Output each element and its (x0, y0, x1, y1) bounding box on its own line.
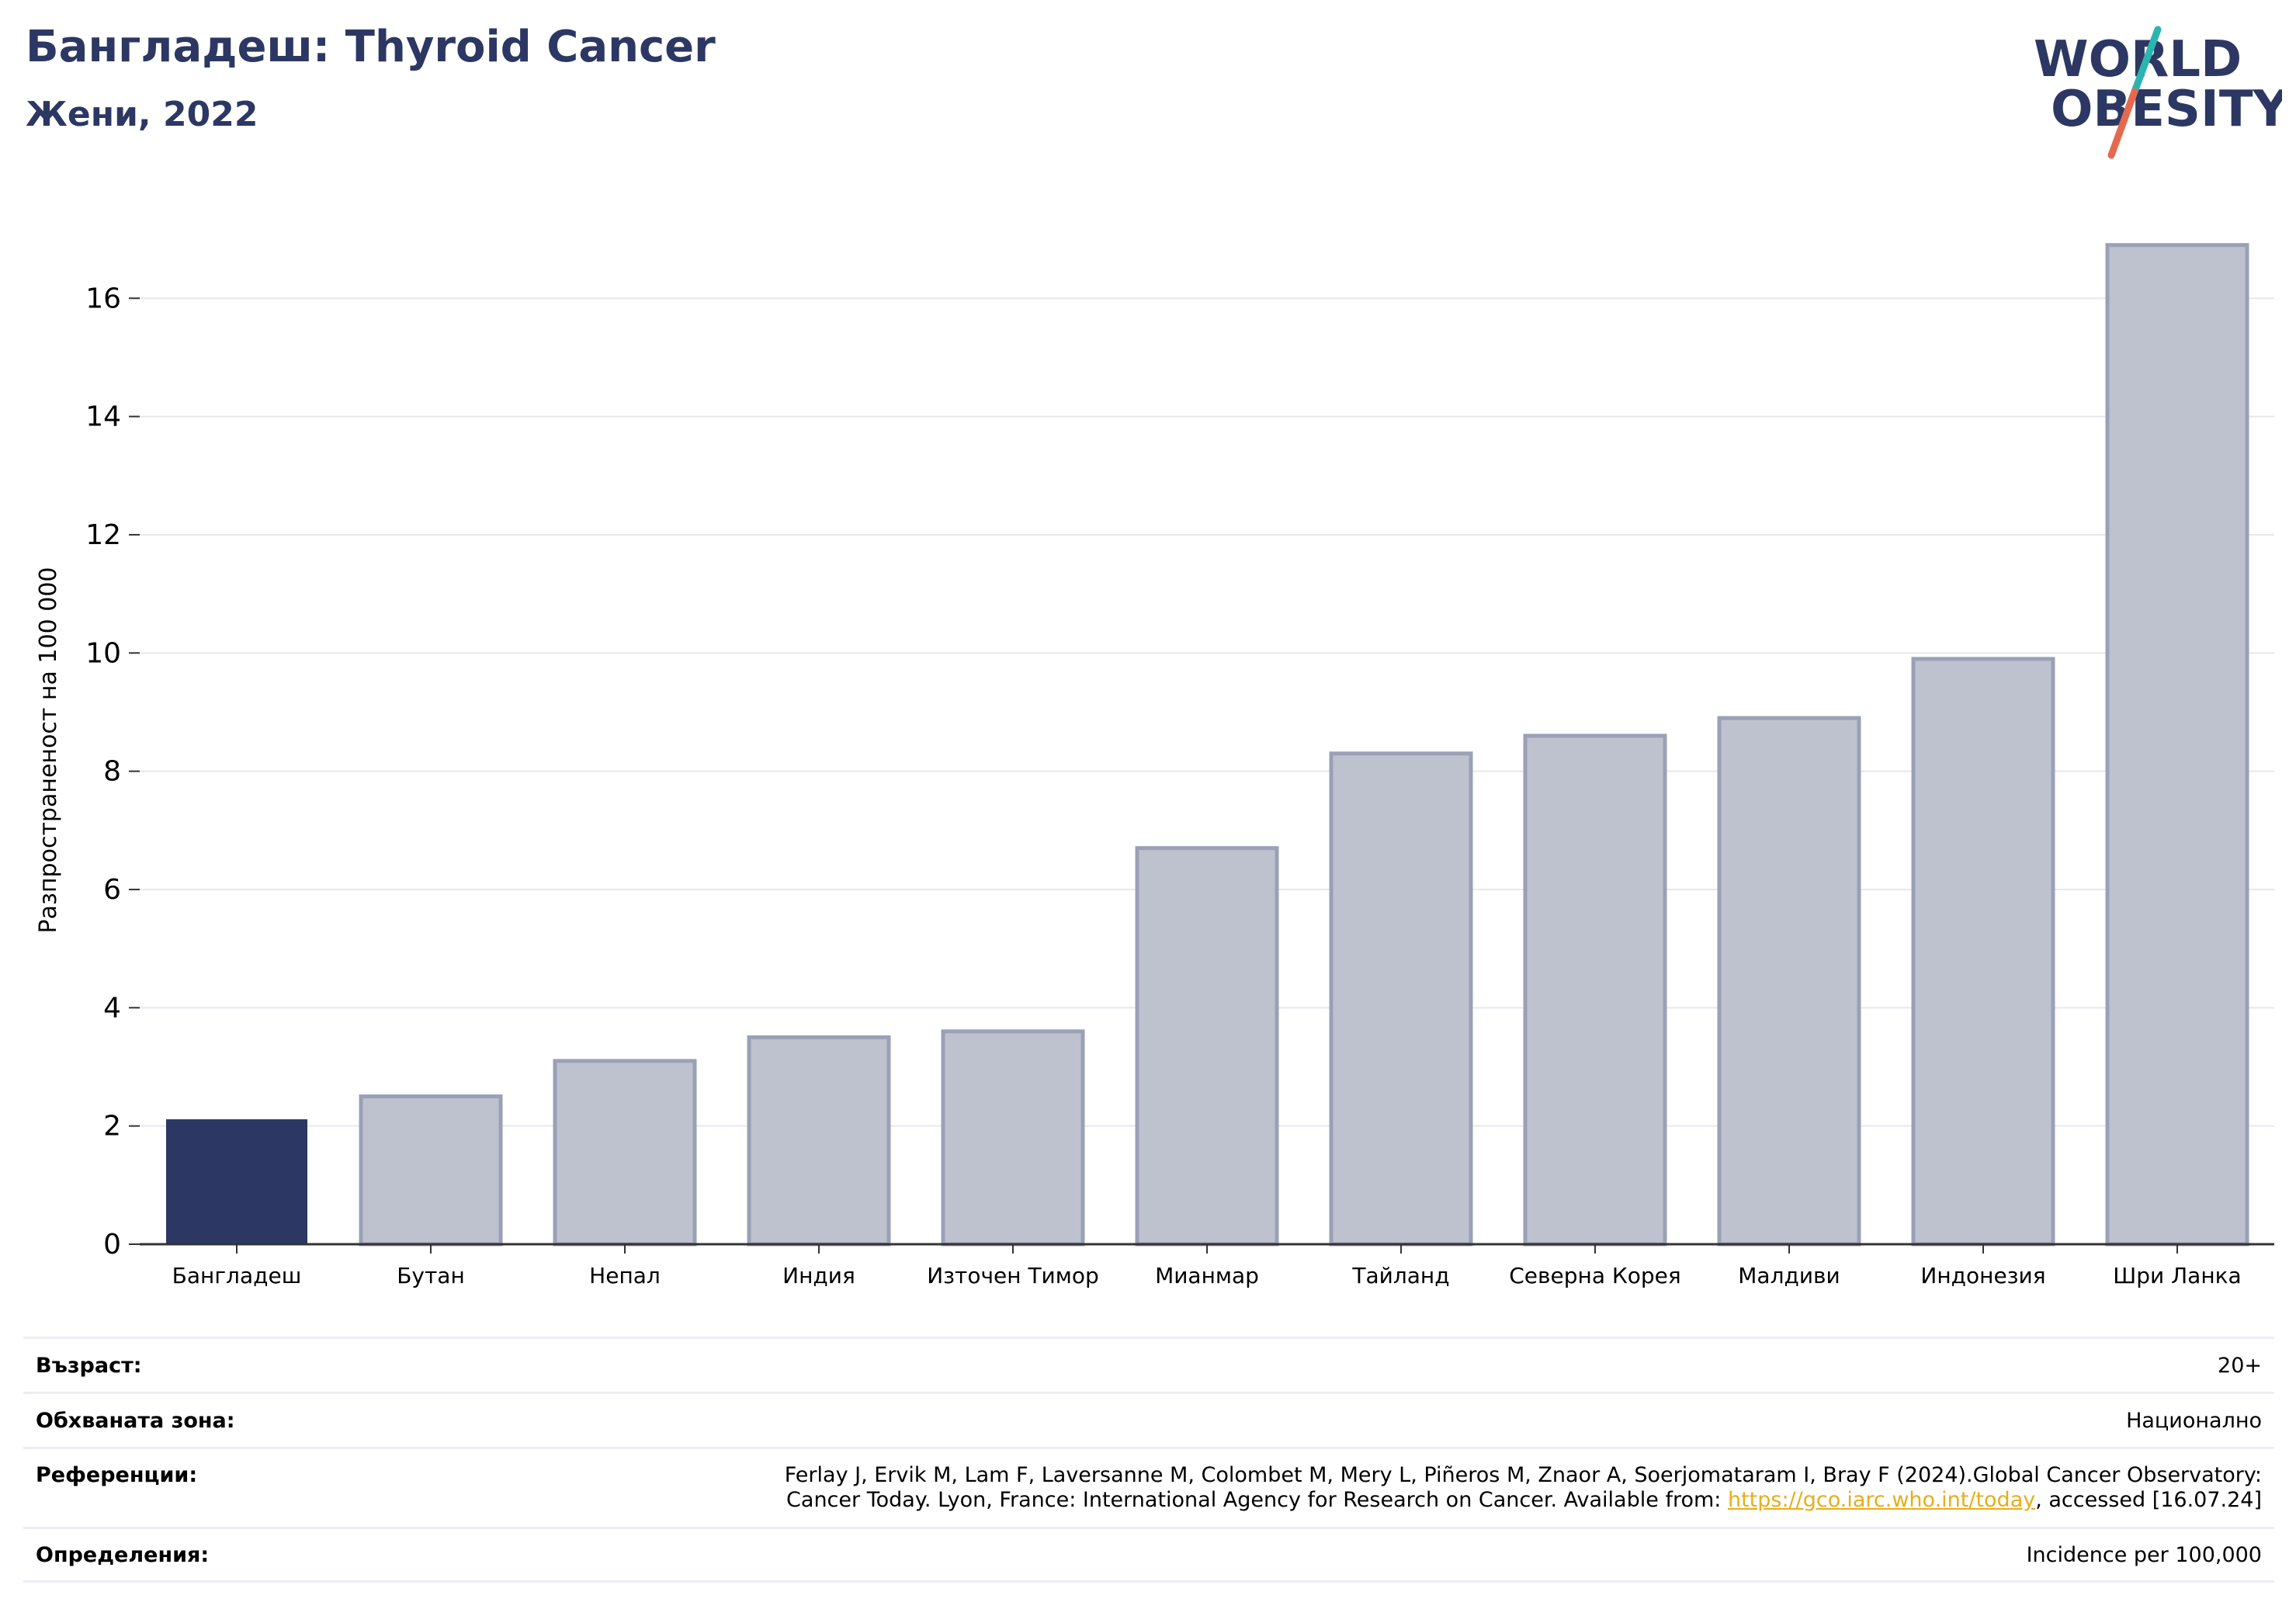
bar-3 (747, 1035, 891, 1247)
bar-0 (166, 1119, 307, 1246)
bar-5 (1135, 846, 1279, 1247)
logo-line-obesity: OBESITY (2051, 81, 2282, 138)
age-label: Възраст: (36, 1353, 142, 1378)
reference-accessed: , accessed [16.07.24] (2035, 1488, 2262, 1512)
info-table: Възраст: 20+ Обхваната зона: Национално … (23, 1337, 2274, 1583)
chart-subtitle: Жени, 2022 (26, 95, 258, 134)
age-value: 20+ (2218, 1353, 2262, 1378)
info-row-definitions: Определения: Incidence per 100,000 (23, 1527, 2274, 1583)
x-tick-label: Мианмар (1155, 1263, 1259, 1288)
y-tick-label: 14 (85, 401, 121, 433)
x-tick-label: Източен Тимор (927, 1263, 1099, 1288)
reference-link[interactable]: https://gco.iarc.who.int/today (1727, 1488, 2036, 1512)
logo-slash-red (2107, 88, 2138, 159)
y-axis-label: Разпространеност на 100 000 (35, 567, 62, 934)
x-tick-label: Непал (589, 1263, 661, 1288)
info-row-age: Възраст: 20+ (23, 1337, 2274, 1392)
definitions-value: Incidence per 100,000 (2026, 1542, 2262, 1567)
references-label: Референции: (36, 1463, 198, 1487)
x-tick-label: Малдиви (1738, 1263, 1840, 1288)
bars (166, 243, 2249, 1247)
bar-4 (941, 1029, 1085, 1247)
y-tick-label: 0 (103, 1229, 121, 1261)
x-tick-label: Северна Корея (1509, 1263, 1681, 1288)
bar-2 (553, 1059, 697, 1247)
reference-text: Cancer Today. Lyon, France: Internationa… (786, 1488, 1728, 1512)
area-value: Национално (2126, 1408, 2262, 1433)
y-tick-label: 16 (85, 283, 121, 314)
y-axis-ticks: 0 2 4 6 8 10 12 14 16 (85, 283, 140, 1261)
x-tick-label: Индия (782, 1263, 855, 1288)
bar-7 (1523, 733, 1667, 1247)
bar-6 (1329, 751, 1473, 1247)
x-tick-label: Шри Ланка (2113, 1263, 2241, 1288)
x-tick-label: Бангладеш (172, 1263, 302, 1288)
y-tick-label: 8 (103, 756, 121, 788)
bar-10 (2105, 243, 2249, 1247)
reference-line-2: Cancer Today. Lyon, France: Internationa… (785, 1488, 2262, 1513)
chart-title: Бангладеш: Thyroid Cancer (26, 22, 716, 72)
bar-8 (1717, 716, 1861, 1247)
y-tick-label: 4 (103, 992, 121, 1024)
bar-chart: 0 2 4 6 8 10 12 14 16 Бангладеш Бутан Непал Индия Из… (35, 243, 2274, 1288)
area-label: Обхваната зона: (36, 1408, 235, 1433)
info-row-references: Референции: Ferlay J, Ervik M, Lam F, La… (23, 1447, 2274, 1527)
x-tick-label: Индонезия (1920, 1263, 2045, 1288)
y-tick-label: 12 (85, 519, 121, 551)
x-axis-ticks: Бангладеш Бутан Непал Индия Източен Тимор Миа… (172, 1244, 2242, 1288)
x-tick-label: Бутан (397, 1263, 465, 1288)
bar-1 (359, 1094, 503, 1247)
logo-slash-teal (2131, 26, 2162, 95)
references-value: Ferlay J, Ervik M, Lam F, Laversanne M, … (785, 1463, 2262, 1513)
y-tick-label: 10 (85, 637, 121, 669)
info-row-area: Обхваната зона: Национално (23, 1392, 2274, 1447)
definitions-label: Определения: (36, 1542, 210, 1567)
y-tick-label: 2 (103, 1111, 121, 1143)
world-obesity-logo: WORLD OBESITY (2034, 26, 2282, 159)
x-tick-label: Тайланд (1351, 1263, 1449, 1288)
y-tick-label: 6 (103, 874, 121, 906)
reference-line-1: Ferlay J, Ervik M, Lam F, Laversanne M, … (784, 1463, 2262, 1487)
bar-9 (1911, 657, 2055, 1247)
